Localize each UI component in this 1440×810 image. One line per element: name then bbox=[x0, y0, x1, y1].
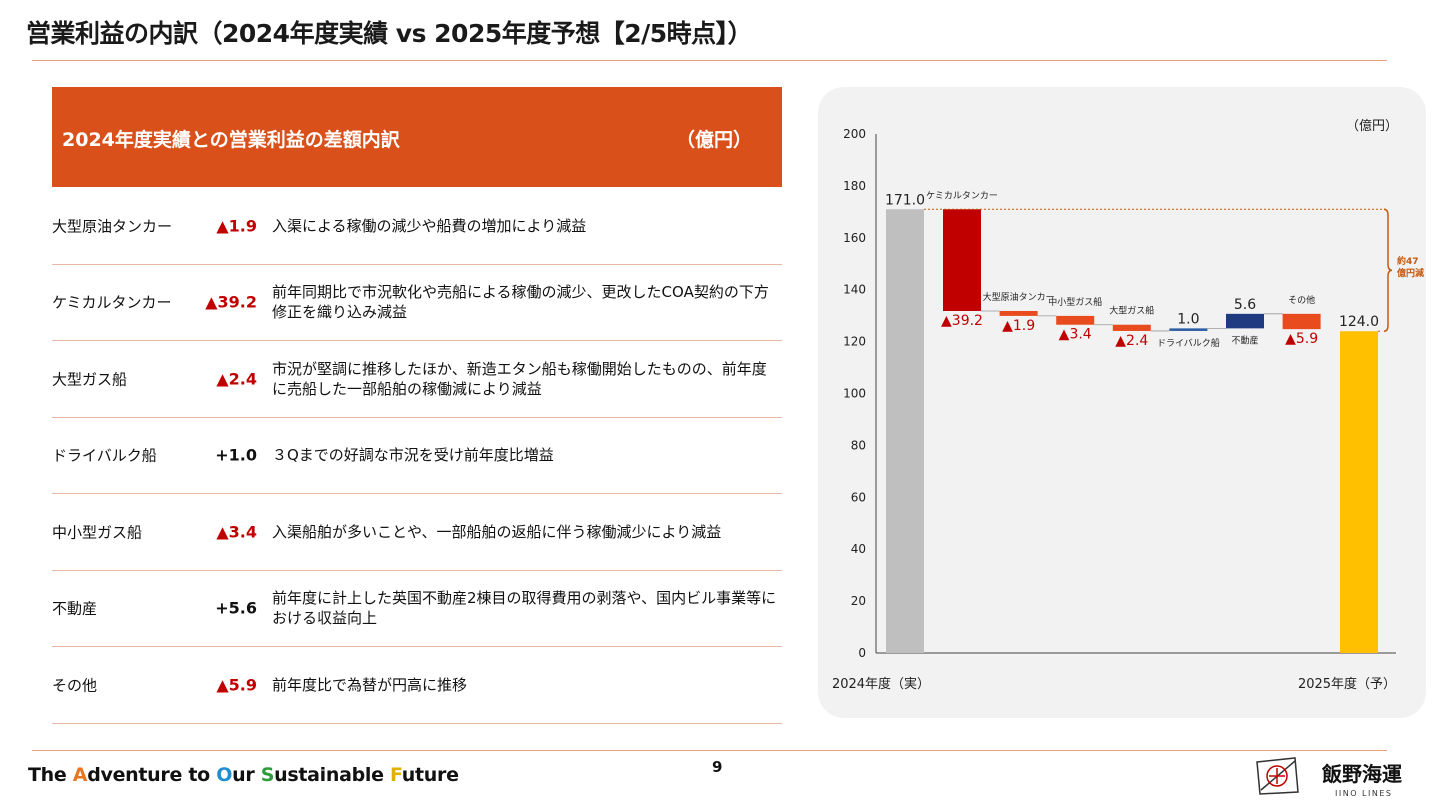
y-tick-label: 120 bbox=[843, 335, 866, 349]
bar-value-label: ▲39.2 bbox=[941, 313, 983, 329]
table-row: 不動産 +5.6 前年度に計上した英国不動産2棟目の取得費用の剥落や、国内ビル事… bbox=[52, 571, 782, 647]
bar-value-label: 1.0 bbox=[1177, 311, 1199, 327]
slogan-part: The bbox=[28, 764, 73, 786]
segment-description: 入渠による稼働の減少や船費の増加により減益 bbox=[272, 216, 587, 235]
table-row: 大型原油タンカー ▲1.9 入渠による稼働の減少や船費の増加により減益 bbox=[52, 188, 782, 265]
bar-category-label: 大型ガス船 bbox=[1109, 305, 1154, 317]
bar-step bbox=[1112, 324, 1151, 331]
segment-value: ▲2.4 bbox=[216, 369, 257, 389]
slogan-part: uture bbox=[401, 764, 459, 786]
table-header-title: 2024年度実績との営業利益の差額内訳 bbox=[62, 129, 400, 151]
segment-value: +1.0 bbox=[215, 445, 257, 465]
segment-name: ケミカルタンカー bbox=[52, 293, 172, 312]
y-tick-label: 200 bbox=[843, 127, 866, 141]
slogan-letter-o: O bbox=[216, 764, 233, 786]
bar-step bbox=[943, 209, 981, 311]
x-category-label: 2024年度（実） bbox=[832, 676, 930, 692]
waterfall-chart-panel: 0 20 40 60 80 100 120 140 160 180 200 （億円） 171.0 ケミカル… bbox=[818, 87, 1426, 718]
segment-name: その他 bbox=[52, 676, 98, 695]
bar-step bbox=[1282, 313, 1321, 330]
slogan-part: ustainable bbox=[274, 764, 391, 786]
unit-label: （億円） bbox=[1346, 118, 1398, 134]
bar-category-label: その他 bbox=[1288, 294, 1315, 306]
segment-value: ▲3.4 bbox=[216, 522, 257, 542]
segment-description: ３Qまでの好調な市況を受け前年度比増益 bbox=[272, 446, 554, 465]
y-tick-label: 180 bbox=[843, 179, 866, 193]
bar-end bbox=[1340, 331, 1378, 653]
segment-description: 前年度比で為替が円高に推移 bbox=[272, 675, 468, 694]
table-row: その他 ▲5.9 前年度比で為替が円高に推移 bbox=[52, 647, 782, 724]
bar-value-label: ▲5.9 bbox=[1285, 331, 1318, 347]
waterfall-chart: 0 20 40 60 80 100 120 140 160 180 200 （億円） 171.0 ケミカル… bbox=[832, 118, 1424, 692]
footer-divider bbox=[32, 750, 1387, 751]
slogan-part: ur bbox=[232, 764, 261, 786]
table-header: 2024年度実績との営業利益の差額内訳 （億円） bbox=[52, 87, 782, 187]
difference-annotation: 億円減 bbox=[1397, 267, 1424, 279]
table-header-unit: （億円） bbox=[675, 129, 752, 151]
table-row: ケミカルタンカー ▲39.2 前年同期比で市況軟化や売船による稼働の減少、更改し… bbox=[52, 265, 782, 341]
table-row: 中小型ガス船 ▲3.4 入渠船舶が多いことや、一部船舶の返船に伴う稼働減少により… bbox=[52, 494, 782, 571]
segment-name: 中小型ガス船 bbox=[52, 523, 143, 542]
segment-name: ドライバルク船 bbox=[52, 446, 157, 465]
bar-step bbox=[1169, 328, 1208, 331]
segment-value: ▲1.9 bbox=[216, 216, 257, 236]
slogan-letter-s: S bbox=[260, 764, 275, 786]
bar-value-label: 5.6 bbox=[1234, 297, 1256, 313]
bar-start bbox=[886, 209, 924, 653]
segment-name: 大型ガス船 bbox=[52, 370, 128, 389]
bar-value-label: ▲2.4 bbox=[1115, 333, 1148, 349]
bar-step bbox=[1226, 313, 1264, 329]
segment-description: 前年度に計上した英国不動産2棟目の取得費用の剥落や、国内ビル事業等における収益向… bbox=[272, 589, 777, 628]
y-tick-label: 40 bbox=[851, 542, 866, 556]
y-tick-label: 80 bbox=[851, 438, 866, 452]
segment-description: 入渠船舶が多いことや、一部船舶の返船に伴う稼働減少により減益 bbox=[272, 522, 722, 541]
segment-description: 市況が堅調に推移したほか、新造エタン船も稼働開始したものの、前年度に売船した一部… bbox=[272, 359, 767, 398]
slogan-letter-a: A bbox=[72, 764, 88, 786]
difference-bracket bbox=[1383, 208, 1393, 332]
bar-value-label: ▲1.9 bbox=[1002, 318, 1035, 334]
page-number: 9 bbox=[712, 758, 723, 776]
page-title: 営業利益の内訳（2024年度実績 vs 2025年度予想【2/5時点】） bbox=[26, 19, 753, 48]
y-tick-label: 100 bbox=[843, 387, 866, 401]
footer-slogan: The Adventure to Our Sustainable Future bbox=[28, 764, 459, 786]
bar-category-label: 大型原油タンカー bbox=[983, 291, 1055, 303]
x-category-label: 2025年度（予） bbox=[1298, 676, 1396, 692]
y-tick-label: 160 bbox=[843, 231, 866, 245]
bar-category-label: ケミカルタンカー bbox=[926, 190, 998, 201]
segment-name: 大型原油タンカー bbox=[52, 217, 173, 236]
segment-value: ▲39.2 bbox=[205, 292, 257, 312]
y-tick-label: 60 bbox=[851, 490, 866, 504]
bar-category-label: 不動産 bbox=[1231, 334, 1258, 346]
header-divider bbox=[32, 60, 1387, 61]
bar-value-label: ▲3.4 bbox=[1059, 327, 1092, 343]
slogan-part: dventure to bbox=[87, 764, 217, 786]
difference-annotation: 約47 bbox=[1397, 255, 1419, 267]
y-tick-label: 20 bbox=[851, 594, 866, 608]
bar-value-label: 124.0 bbox=[1339, 314, 1379, 330]
y-tick-label: 0 bbox=[858, 646, 866, 660]
company-name: 飯野海運 bbox=[1322, 762, 1402, 786]
segment-description: 前年同期比で市況軟化や売船による稼働の減少、更改したCOA契約の下方修正を織り込… bbox=[272, 283, 769, 322]
table-row: 大型ガス船 ▲2.4 市況が堅調に推移したほか、新造エタン船も稼働開始したものの… bbox=[52, 341, 782, 418]
company-name-en: IINO LINES bbox=[1335, 789, 1393, 798]
y-tick-label: 140 bbox=[843, 283, 866, 297]
bar-category-label: ドライバルク船 bbox=[1157, 337, 1220, 349]
segment-name: 不動産 bbox=[52, 599, 98, 618]
company-logo-icon bbox=[1256, 757, 1299, 795]
bar-value-label: 171.0 bbox=[885, 192, 925, 208]
segment-value: ▲5.9 bbox=[216, 675, 257, 695]
slogan-letter-f: F bbox=[390, 764, 402, 786]
table-row: ドライバルク船 +1.0 ３Qまでの好調な市況を受け前年度比増益 bbox=[52, 418, 782, 494]
bar-step bbox=[999, 310, 1038, 316]
bar-category-label: 中小型ガス船 bbox=[1048, 296, 1102, 308]
breakdown-table: 大型原油タンカー ▲1.9 入渠による稼働の減少や船費の増加により減益 ケミカル… bbox=[52, 188, 782, 724]
segment-value: +5.6 bbox=[215, 598, 257, 618]
bar-step bbox=[1056, 315, 1095, 325]
